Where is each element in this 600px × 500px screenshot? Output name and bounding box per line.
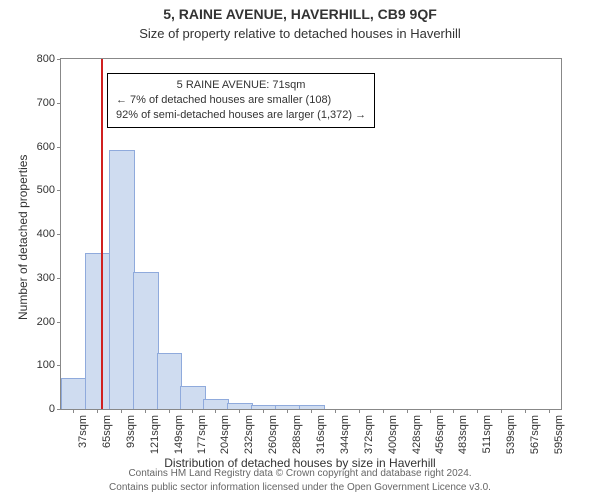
- chart-title: 5, RAINE AVENUE, HAVERHILL, CB9 9QF: [0, 6, 600, 22]
- x-tick-label: 288sqm: [291, 409, 303, 454]
- histogram-bar: [180, 386, 206, 409]
- x-tick: [192, 409, 193, 413]
- x-tick-label: 456sqm: [434, 409, 446, 454]
- y-tick: [57, 59, 61, 60]
- x-tick-label: 511sqm: [481, 409, 493, 453]
- x-tick: [477, 409, 478, 413]
- x-tick: [97, 409, 98, 413]
- x-tick: [407, 409, 408, 413]
- histogram-bar: [85, 253, 111, 409]
- x-tick-label: 372sqm: [363, 409, 375, 454]
- x-tick-label: 93sqm: [125, 409, 137, 448]
- x-tick: [287, 409, 288, 413]
- x-tick-label: 428sqm: [411, 409, 423, 454]
- x-tick-label: 344sqm: [339, 409, 351, 454]
- histogram-bar: [109, 150, 135, 409]
- x-tick-label: 37sqm: [77, 409, 89, 448]
- histogram-bar: [275, 405, 301, 410]
- x-tick: [501, 409, 502, 413]
- x-tick: [121, 409, 122, 413]
- y-tick: [57, 147, 61, 148]
- y-tick: [57, 190, 61, 191]
- y-axis-label: Number of detached properties: [16, 155, 30, 320]
- x-tick: [263, 409, 264, 413]
- x-tick-label: 121sqm: [149, 409, 161, 454]
- histogram-bar: [157, 353, 183, 409]
- x-tick: [335, 409, 336, 413]
- x-tick: [215, 409, 216, 413]
- x-tick-label: 149sqm: [173, 409, 185, 454]
- callout-line2: ← 7% of detached houses are smaller (108…: [116, 93, 366, 108]
- x-tick: [359, 409, 360, 413]
- histogram-bar: [133, 272, 159, 409]
- y-tick: [57, 322, 61, 323]
- x-tick: [169, 409, 170, 413]
- x-tick-label: 567sqm: [529, 409, 541, 454]
- x-tick: [73, 409, 74, 413]
- y-tick: [57, 234, 61, 235]
- x-tick-label: 483sqm: [457, 409, 469, 454]
- histogram-bar: [227, 403, 253, 409]
- x-tick: [430, 409, 431, 413]
- x-tick: [239, 409, 240, 413]
- x-tick: [453, 409, 454, 413]
- footer-line2: Contains public sector information licen…: [0, 481, 600, 495]
- x-tick: [311, 409, 312, 413]
- callout-line1: 5 RAINE AVENUE: 71sqm: [116, 78, 366, 93]
- y-tick: [57, 278, 61, 279]
- footer: Contains HM Land Registry data © Crown c…: [0, 467, 600, 494]
- x-tick-label: 400sqm: [387, 409, 399, 454]
- x-tick-label: 204sqm: [219, 409, 231, 454]
- y-tick: [57, 103, 61, 104]
- x-tick: [549, 409, 550, 413]
- histogram-bar: [299, 405, 325, 409]
- x-tick-label: 316sqm: [315, 409, 327, 454]
- x-tick-label: 539sqm: [505, 409, 517, 454]
- x-tick-label: 177sqm: [196, 409, 208, 454]
- x-tick: [525, 409, 526, 413]
- chart-container: { "title": "5, RAINE AVENUE, HAVERHILL, …: [0, 0, 600, 500]
- x-tick-label: 260sqm: [267, 409, 279, 454]
- histogram-bar: [61, 378, 87, 409]
- property-marker-line: [101, 59, 103, 409]
- y-tick: [57, 409, 61, 410]
- x-tick-label: 232sqm: [243, 409, 255, 454]
- footer-line1: Contains HM Land Registry data © Crown c…: [0, 467, 600, 481]
- property-callout: 5 RAINE AVENUE: 71sqm ← 7% of detached h…: [107, 73, 375, 128]
- x-tick: [383, 409, 384, 413]
- chart-subtitle: Size of property relative to detached ho…: [0, 26, 600, 41]
- callout-line3: 92% of semi-detached houses are larger (…: [116, 108, 366, 123]
- x-tick: [145, 409, 146, 413]
- x-tick-label: 65sqm: [101, 409, 113, 448]
- y-tick: [57, 365, 61, 366]
- plot-area: 5 RAINE AVENUE: 71sqm ← 7% of detached h…: [60, 58, 562, 410]
- histogram-bar: [251, 405, 277, 410]
- x-tick-label: 595sqm: [553, 409, 565, 454]
- histogram-bar: [203, 399, 229, 409]
